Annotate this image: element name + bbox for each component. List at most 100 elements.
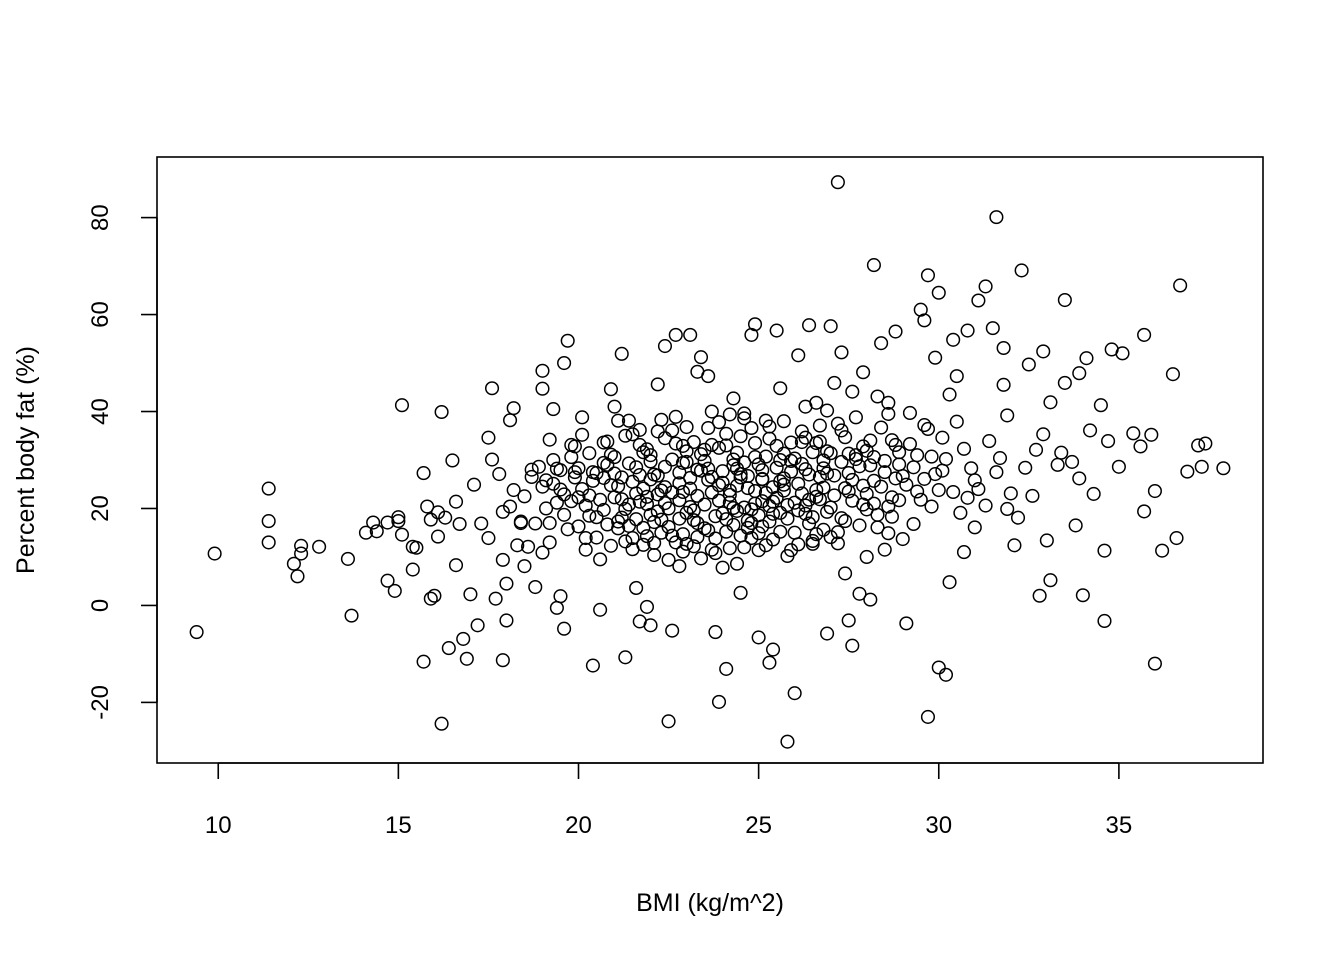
data-point xyxy=(312,539,327,554)
data-point xyxy=(647,547,662,563)
data-point xyxy=(693,350,709,365)
data-point xyxy=(639,529,655,544)
data-point xyxy=(675,484,691,500)
data-point xyxy=(603,382,618,397)
data-point xyxy=(1043,395,1058,410)
data-point xyxy=(463,587,478,602)
data-point xyxy=(794,435,809,450)
data-point xyxy=(423,591,438,606)
data-point xyxy=(802,492,817,507)
data-point xyxy=(701,420,716,436)
data-point xyxy=(802,467,817,482)
data-point xyxy=(820,504,835,519)
data-point xyxy=(528,579,543,595)
data-point xyxy=(571,490,586,505)
data-point xyxy=(1115,346,1130,361)
data-point xyxy=(881,526,896,541)
data-point xyxy=(607,450,622,465)
data-point xyxy=(812,418,827,433)
data-point xyxy=(996,377,1011,392)
data-point xyxy=(690,530,705,545)
data-point xyxy=(521,539,536,554)
data-point xyxy=(661,501,676,516)
data-point xyxy=(567,465,582,480)
data-point xyxy=(884,490,899,505)
data-point xyxy=(715,464,730,479)
data-point xyxy=(892,493,907,508)
data-point xyxy=(787,686,802,701)
data-point xyxy=(928,467,943,482)
data-point xyxy=(697,442,712,457)
y-tick-label: -20 xyxy=(87,685,114,720)
data-point xyxy=(704,437,719,453)
data-point xyxy=(892,457,907,472)
data-point xyxy=(1169,531,1184,546)
data-point xyxy=(906,516,921,532)
data-point xyxy=(524,462,539,477)
data-point xyxy=(946,332,961,347)
data-point xyxy=(881,395,896,410)
data-point xyxy=(423,512,438,527)
data-point xyxy=(665,423,680,438)
data-point xyxy=(1180,464,1195,479)
data-point xyxy=(618,428,633,443)
data-point xyxy=(524,469,539,485)
data-point xyxy=(650,424,665,439)
data-point xyxy=(488,591,503,606)
data-point xyxy=(1057,292,1072,308)
data-point xyxy=(582,508,597,523)
data-point xyxy=(207,546,222,561)
data-point xyxy=(895,468,910,484)
data-point xyxy=(629,512,644,527)
data-point xyxy=(679,505,694,520)
data-point xyxy=(1000,501,1015,517)
data-point xyxy=(791,348,806,363)
data-point xyxy=(340,551,355,566)
data-point xyxy=(884,509,899,524)
data-point xyxy=(729,503,745,518)
data-point xyxy=(1072,366,1087,381)
data-point xyxy=(560,333,575,348)
data-point xyxy=(744,502,759,517)
data-point xyxy=(791,503,806,518)
data-point xyxy=(593,552,608,567)
data-point xyxy=(582,446,597,461)
data-point xyxy=(614,492,629,507)
data-point xyxy=(589,530,604,545)
data-point xyxy=(729,445,745,460)
data-point xyxy=(755,472,770,487)
data-point xyxy=(571,519,586,534)
data-point xyxy=(841,613,856,628)
data-point xyxy=(920,421,936,437)
data-point xyxy=(902,436,917,452)
y-tick-label: 20 xyxy=(87,495,114,522)
data-point xyxy=(722,541,737,556)
data-point xyxy=(589,510,604,525)
data-point xyxy=(708,625,723,640)
data-point xyxy=(715,475,730,490)
data-point xyxy=(542,432,557,447)
data-point xyxy=(639,489,655,504)
data-point xyxy=(805,445,820,460)
data-point xyxy=(776,477,791,492)
data-point xyxy=(971,482,986,497)
data-point xyxy=(1036,344,1051,359)
data-points xyxy=(189,175,1231,749)
data-point xyxy=(1007,538,1022,553)
data-point xyxy=(938,451,954,467)
data-point xyxy=(1068,518,1083,533)
data-point xyxy=(1147,656,1162,671)
data-point xyxy=(711,415,727,430)
data-point xyxy=(776,414,791,429)
data-point xyxy=(726,391,741,406)
data-point xyxy=(358,525,374,540)
data-point xyxy=(740,481,755,496)
data-point xyxy=(751,457,766,472)
data-point xyxy=(553,589,568,604)
y-axis: -20 0 20 40 60 80 xyxy=(87,204,158,720)
y-tick-label: 80 xyxy=(87,204,114,231)
data-point xyxy=(546,452,561,468)
data-point xyxy=(874,420,889,435)
data-point xyxy=(1054,445,1069,460)
